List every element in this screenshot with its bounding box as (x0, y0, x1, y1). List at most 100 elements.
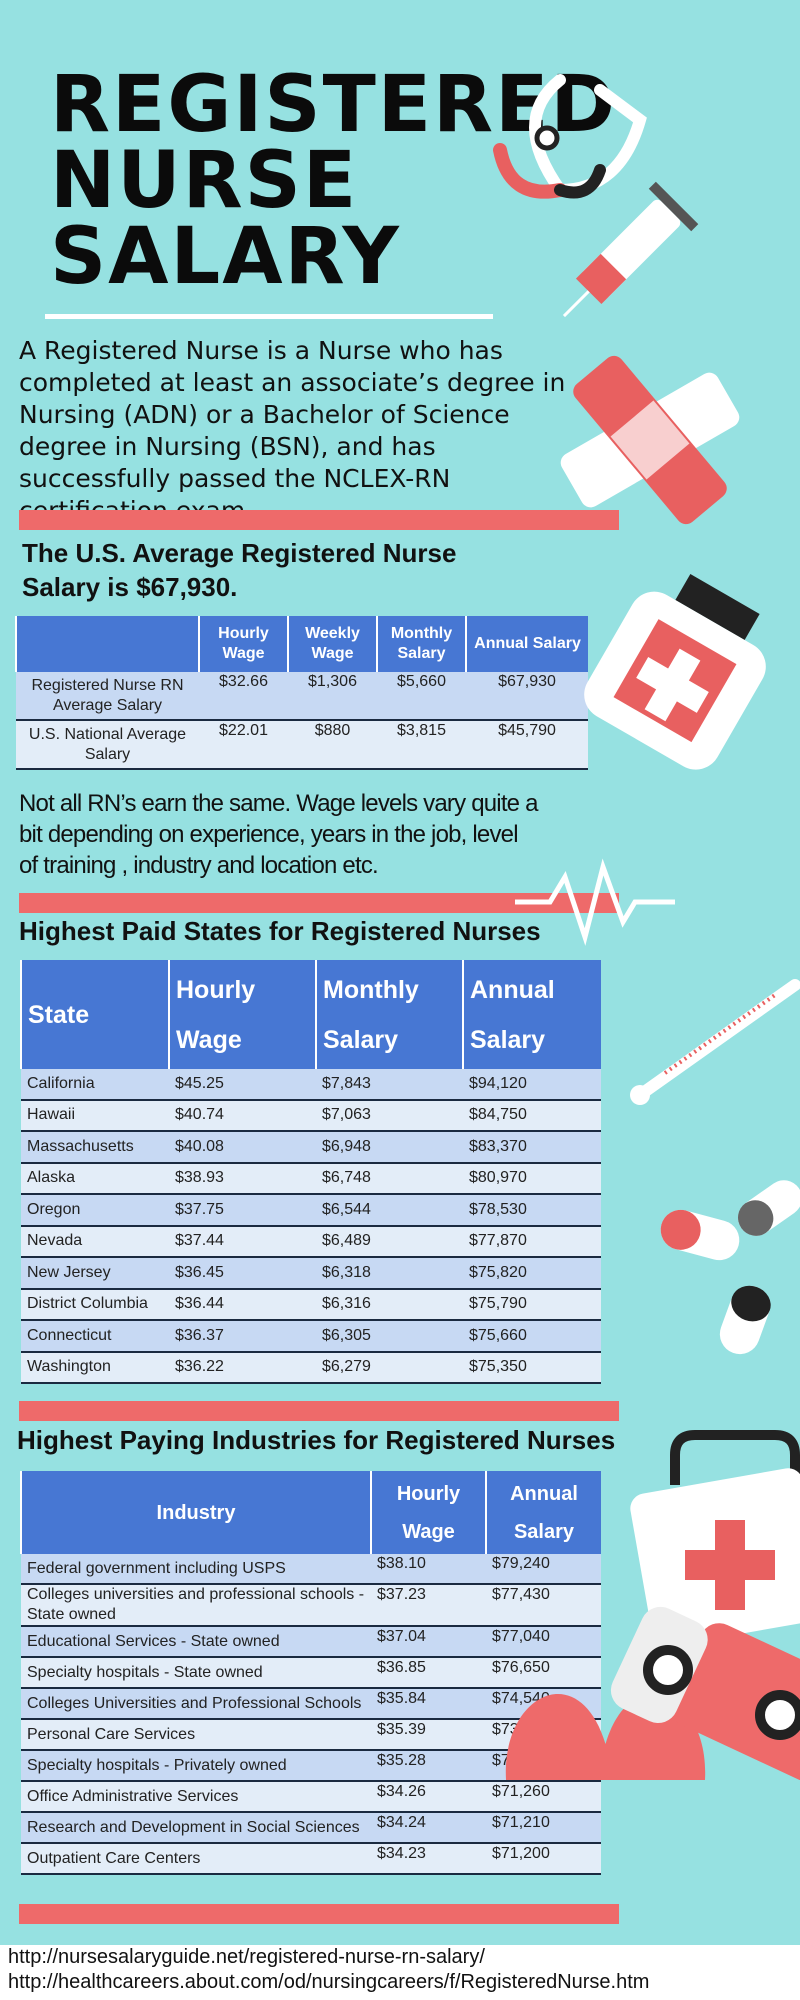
cell: $36.85 (371, 1657, 486, 1689)
cell: $77,430 (486, 1584, 601, 1627)
cell: $6,305 (316, 1320, 463, 1353)
cell: $35.28 (371, 1750, 486, 1782)
header-cell (15, 616, 199, 672)
cell: Oregon (21, 1194, 169, 1227)
cell: Personal Care Services (21, 1719, 371, 1751)
header-row: State Hourly Wage Monthly Salary Annual Sal… (20, 960, 601, 1069)
table-row: New Jersey $36.45 $6,318 $75,820 (21, 1257, 601, 1290)
cell: $22.01 (199, 720, 288, 770)
cell: Federal government including USPS (21, 1554, 371, 1585)
table-row: Alaska $38.93 $6,748 $80,970 (21, 1162, 601, 1195)
table-row: Oregon $37.75 $6,544 $78,530 (21, 1194, 601, 1227)
cell: $1,306 (288, 672, 377, 721)
cell: $32.66 (199, 672, 288, 721)
header-cell: Hourly Wage (370, 1471, 486, 1554)
cell: $84,750 (463, 1099, 601, 1132)
cell: $37.44 (169, 1225, 316, 1258)
cell: $79,240 (486, 1554, 601, 1585)
sources: http://nursesalaryguide.net/registered-n… (0, 1945, 800, 2000)
cell: Office Administrative Services (21, 1781, 371, 1813)
header-cell: Hourly Wage (198, 616, 288, 672)
cell: $38.10 (371, 1554, 486, 1585)
cell: $6,748 (316, 1162, 463, 1195)
header-cell: Monthly Salary (376, 616, 466, 672)
table: State Hourly Wage Monthly Salary Annual Sal… (20, 960, 601, 1384)
header-cell: Hourly Wage (168, 960, 316, 1069)
divider (19, 1401, 619, 1421)
cell: $78,530 (463, 1194, 601, 1227)
cell: $38.93 (169, 1162, 316, 1195)
cell: $45,790 (466, 720, 588, 770)
cell: $75,790 (463, 1288, 601, 1321)
table-row: Registered Nurse RN Average Salary $32.66… (16, 672, 588, 721)
header-cell: Annual Salary (462, 960, 601, 1069)
cell: $6,948 (316, 1131, 463, 1164)
table-row: Connecticut $36.37 $6,305 $75,660 (21, 1320, 601, 1353)
table-row: Colleges Universities and Professional S… (21, 1688, 601, 1720)
decorations (493, 74, 800, 1780)
table-row: U.S. National Average Salary $22.01 $880 $3… (16, 720, 588, 770)
cell: Washington (21, 1351, 169, 1384)
cell: Connecticut (21, 1320, 169, 1353)
cell: $75,660 (463, 1320, 601, 1353)
header-cell: State (20, 960, 169, 1069)
cell: $40.74 (169, 1099, 316, 1132)
underline (45, 314, 493, 319)
cell: $37.75 (169, 1194, 316, 1227)
cell: Colleges universities and professional s… (21, 1584, 371, 1627)
table-row: Washington $36.22 $6,279 $75,350 (21, 1351, 601, 1384)
title-line: REGISTERED (50, 60, 618, 150)
cell: $7,843 (316, 1069, 463, 1101)
table-row: Colleges universities and professional s… (21, 1584, 601, 1627)
title-line: NURSE (50, 136, 359, 226)
cell: $75,820 (463, 1257, 601, 1290)
cell: California (21, 1069, 169, 1101)
table-wrap: Hourly Wage Weekly Wage Monthly Salary Annu… (15, 616, 588, 770)
cell: Alaska (21, 1162, 169, 1195)
cell: $77,870 (463, 1225, 601, 1258)
cell: Colleges Universities and Professional S… (21, 1688, 371, 1720)
table-row: Educational Services - State owned $37.04… (21, 1626, 601, 1658)
cell: Specialty hospitals - Privately owned (21, 1750, 371, 1782)
cell: $6,279 (316, 1351, 463, 1384)
cell: $67,930 (466, 672, 588, 721)
cell: $35.39 (371, 1719, 486, 1751)
title-line: SALARY (50, 212, 401, 302)
source-link: http://nursesalaryguide.net/registered-n… (8, 1946, 485, 1968)
cell: Massachusetts (21, 1131, 169, 1164)
cell: $36.44 (169, 1288, 316, 1321)
cell: $36.45 (169, 1257, 316, 1290)
cell: Registered Nurse RN Average Salary (16, 672, 199, 721)
cell: $5,660 (377, 672, 466, 721)
header-row: Hourly Wage Weekly Wage Monthly Salary Annu… (15, 616, 588, 672)
header-cell: Weekly Wage (287, 616, 377, 672)
table-row: Hawaii $40.74 $7,063 $84,750 (21, 1099, 601, 1132)
note: Not all RN’s earn the same. Wage levels … (19, 790, 538, 879)
cell: Research and Development in Social Scien… (21, 1812, 371, 1844)
cell: $71,210 (486, 1812, 601, 1844)
cell: $6,316 (316, 1288, 463, 1321)
header-cell: Annual Salary (465, 616, 588, 672)
divider (19, 893, 619, 913)
cell: $37.23 (371, 1584, 486, 1627)
cell: $6,489 (316, 1225, 463, 1258)
header-row: Industry Hourly Wage Annual Salary (20, 1471, 601, 1554)
cell: $34.24 (371, 1812, 486, 1844)
cell: Nevada (21, 1225, 169, 1258)
table-row: Outpatient Care Centers $34.23 $71,200 (21, 1843, 601, 1875)
header-cell: Annual Salary (485, 1471, 601, 1554)
table-row: Federal government including USPS $38.10 $… (21, 1554, 601, 1585)
cell: $6,544 (316, 1194, 463, 1227)
cell: $34.23 (371, 1843, 486, 1875)
table-row: Research and Development in Social Scien… (21, 1812, 601, 1844)
cell: $34.26 (371, 1781, 486, 1813)
cell: District Columbia (21, 1288, 169, 1321)
cell: $80,970 (463, 1162, 601, 1195)
cell: $83,370 (463, 1131, 601, 1164)
cell: $37.04 (371, 1626, 486, 1658)
cell: $45.25 (169, 1069, 316, 1101)
table-row: Massachusetts $40.08 $6,948 $83,370 (21, 1131, 601, 1164)
cell: $6,318 (316, 1257, 463, 1290)
divider (19, 510, 619, 530)
